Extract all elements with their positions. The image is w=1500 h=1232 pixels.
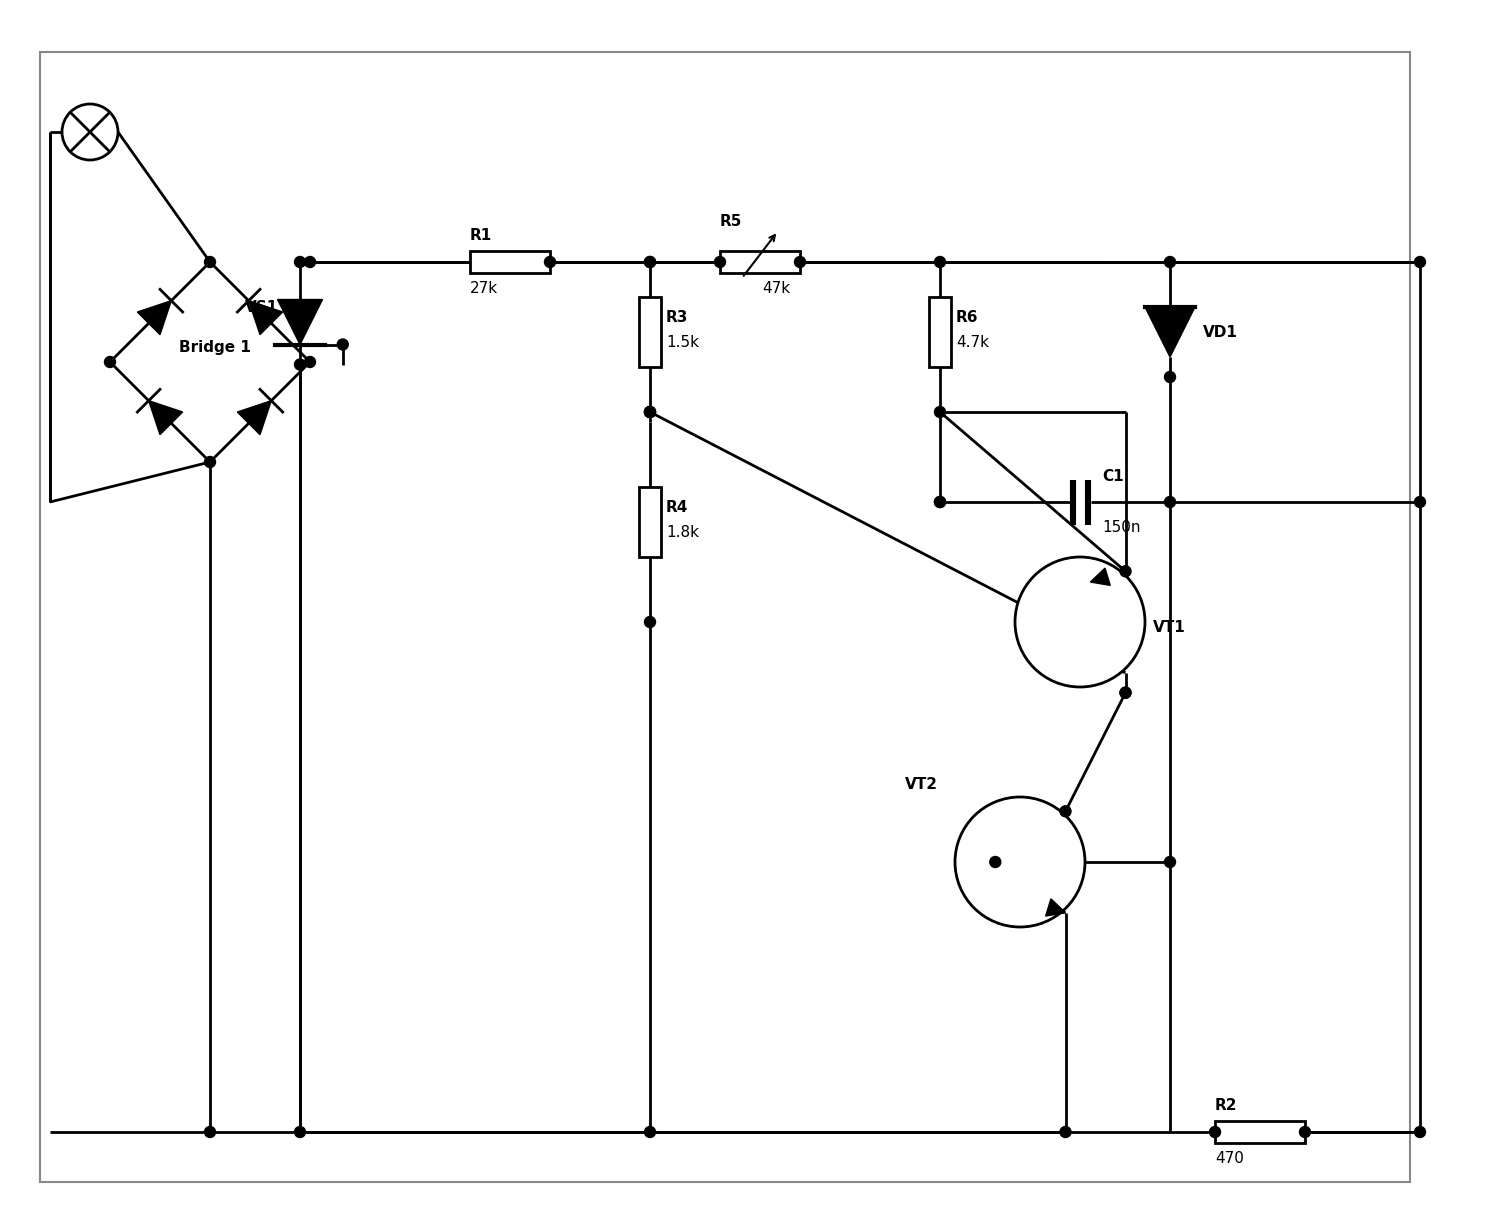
Polygon shape — [1090, 568, 1110, 585]
Text: R2: R2 — [1215, 1098, 1237, 1112]
Circle shape — [62, 103, 118, 160]
Circle shape — [934, 256, 945, 267]
Circle shape — [1299, 1126, 1311, 1137]
Text: 27k: 27k — [470, 281, 498, 296]
Circle shape — [204, 457, 216, 467]
Text: Bridge 1: Bridge 1 — [178, 340, 251, 355]
Text: 1.8k: 1.8k — [666, 525, 699, 540]
Bar — [928, 297, 951, 367]
Circle shape — [544, 256, 555, 267]
Circle shape — [1060, 806, 1071, 817]
Bar — [639, 297, 662, 367]
Polygon shape — [138, 301, 171, 335]
Circle shape — [1414, 496, 1425, 508]
Polygon shape — [237, 400, 272, 435]
Circle shape — [645, 256, 656, 267]
Polygon shape — [1046, 899, 1065, 917]
Polygon shape — [278, 299, 322, 345]
Text: VT1: VT1 — [1154, 620, 1185, 634]
Text: 470: 470 — [1215, 1151, 1243, 1165]
Circle shape — [645, 1126, 656, 1137]
Circle shape — [338, 339, 348, 350]
Circle shape — [304, 256, 315, 267]
Circle shape — [294, 1126, 306, 1137]
Text: 150n: 150n — [1102, 520, 1142, 535]
Circle shape — [990, 856, 1000, 867]
Circle shape — [795, 256, 806, 267]
Circle shape — [1414, 256, 1425, 267]
Circle shape — [1120, 565, 1131, 577]
Text: 4.7k: 4.7k — [956, 335, 988, 350]
Text: R3: R3 — [666, 309, 688, 324]
Text: VD1: VD1 — [1203, 324, 1237, 340]
Polygon shape — [148, 400, 183, 435]
Circle shape — [294, 359, 306, 370]
Circle shape — [204, 256, 216, 267]
Circle shape — [1164, 856, 1176, 867]
Text: R4: R4 — [666, 499, 688, 515]
Text: R1: R1 — [470, 228, 492, 243]
Circle shape — [1120, 687, 1131, 699]
Circle shape — [956, 797, 1084, 926]
Text: VT2: VT2 — [904, 777, 938, 792]
Text: VS1: VS1 — [244, 299, 279, 314]
Circle shape — [934, 496, 945, 508]
Circle shape — [645, 616, 656, 627]
Circle shape — [714, 256, 726, 267]
Circle shape — [1060, 1126, 1071, 1137]
Bar — [639, 487, 662, 557]
Circle shape — [934, 407, 945, 418]
Circle shape — [1164, 372, 1176, 382]
Polygon shape — [1144, 307, 1196, 357]
Text: 1.5k: 1.5k — [666, 335, 699, 350]
Circle shape — [1164, 496, 1176, 508]
Circle shape — [105, 356, 116, 367]
Circle shape — [645, 407, 656, 418]
Circle shape — [1209, 1126, 1221, 1137]
Circle shape — [645, 256, 656, 267]
Text: R6: R6 — [956, 309, 978, 324]
Text: 47k: 47k — [762, 281, 790, 296]
Circle shape — [204, 1126, 216, 1137]
Circle shape — [645, 407, 656, 418]
Circle shape — [1120, 687, 1131, 699]
Bar — [720, 251, 800, 274]
Circle shape — [1016, 557, 1144, 687]
Circle shape — [1164, 256, 1176, 267]
Circle shape — [1414, 1126, 1425, 1137]
Circle shape — [294, 256, 306, 267]
Bar — [1215, 1121, 1305, 1143]
Circle shape — [304, 356, 315, 367]
Circle shape — [645, 407, 656, 418]
Bar — [470, 251, 550, 274]
Polygon shape — [249, 301, 282, 335]
Text: R5: R5 — [720, 214, 742, 229]
Text: C1: C1 — [1102, 469, 1124, 484]
Circle shape — [934, 496, 945, 508]
